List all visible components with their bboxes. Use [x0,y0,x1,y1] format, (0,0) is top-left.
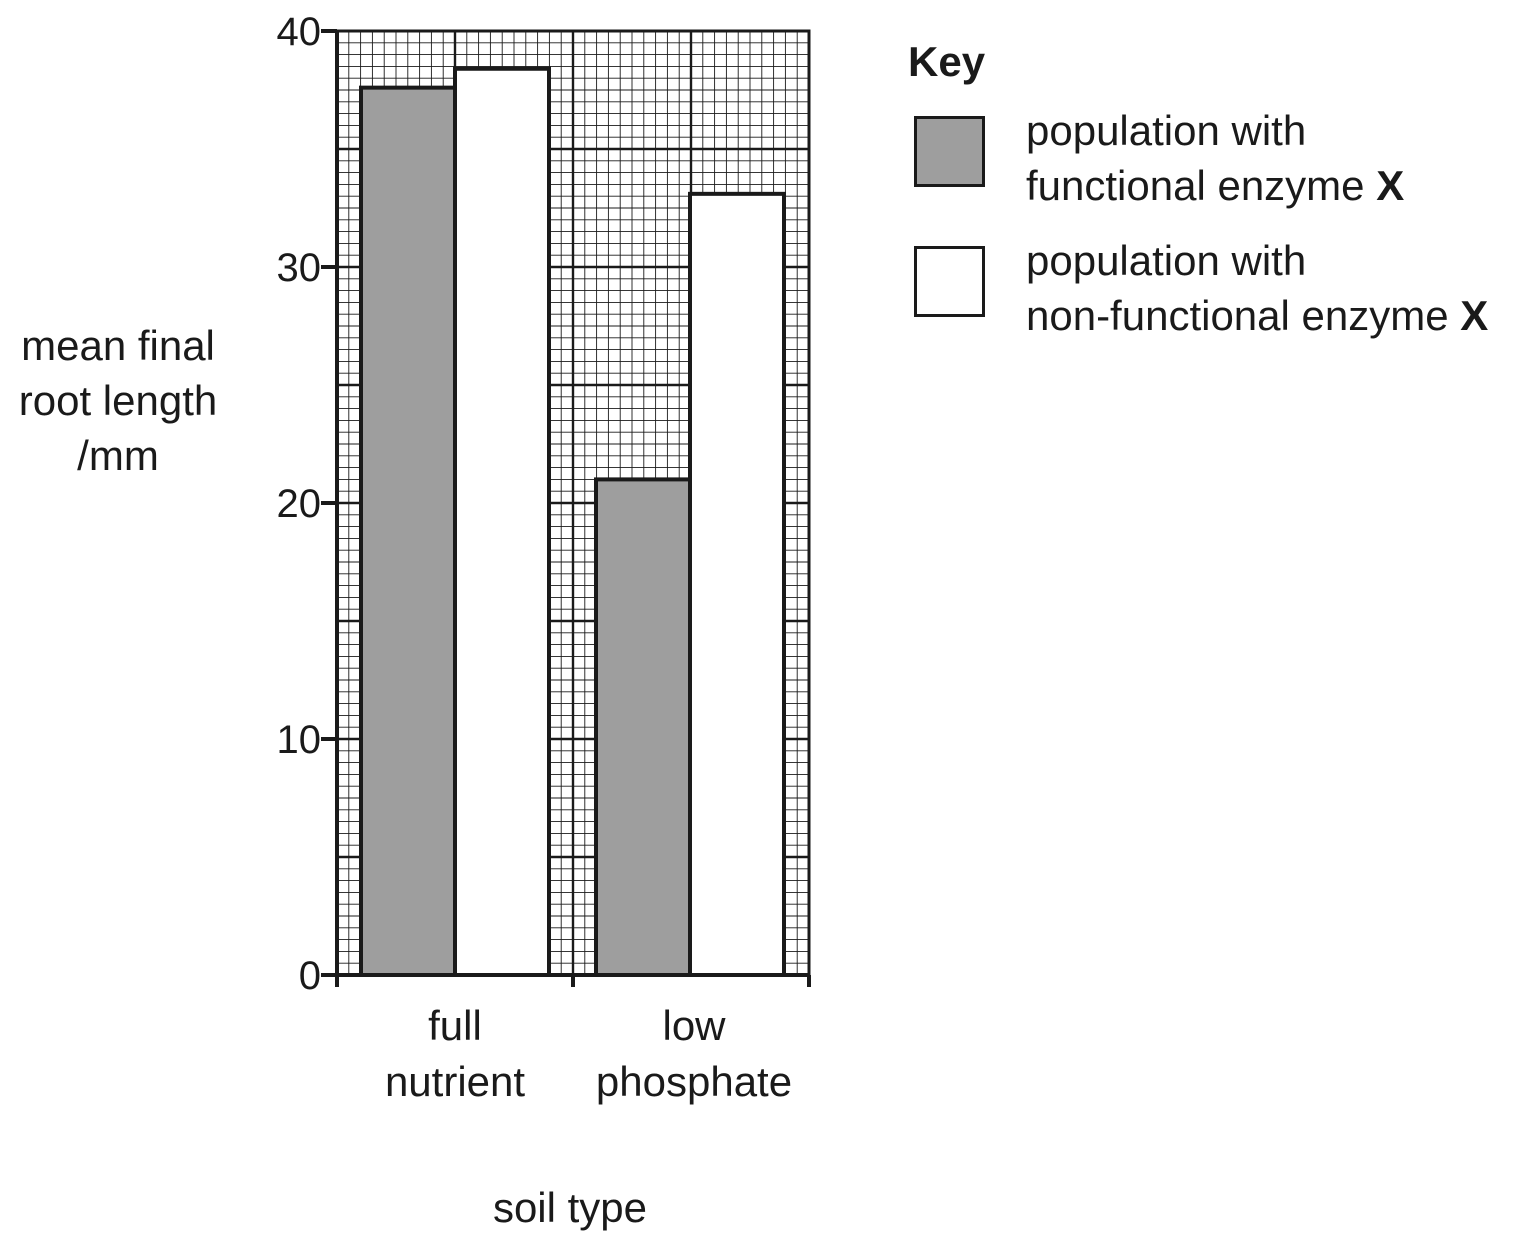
y-tick-labels: 0 10 20 30 40 [277,10,322,998]
category-label-full-nutrient: full nutrient [335,998,575,1110]
legend: Key population with functional enzyme X … [908,38,1538,363]
y-axis-label-line: mean final [21,322,215,369]
y-tick-label: 40 [277,10,322,54]
y-tick-label: 10 [277,718,322,762]
legend-swatch-grey [914,116,985,187]
bars [359,66,786,977]
legend-title: Key [908,38,986,85]
legend-label: population with functional enzyme X [1026,103,1404,213]
y-tick-label: 0 [299,954,321,998]
legend-label: population with non-functional enzyme X [1026,233,1488,343]
bar [359,85,457,977]
category-label-line: nutrient [384,1058,526,1105]
bar [453,66,551,977]
y-tick-label: 30 [277,246,322,290]
category-label-low-phosphate: low phosphate [574,998,814,1110]
x-axis-label: soil type [492,1184,648,1231]
legend-label-line: population with [1026,107,1307,154]
category-label-line: phosphate [595,1058,793,1105]
bar [594,477,692,977]
category-label-line: low [662,1002,726,1049]
axes [321,29,811,987]
legend-label-line: functional enzyme X [1026,158,1404,213]
y-axis-label-line: root length [18,377,218,424]
legend-label-line: population with [1026,237,1307,284]
bar [688,191,786,977]
legend-label-text: non-functional enzyme [1026,292,1461,339]
legend-label-text: functional enzyme [1026,162,1377,209]
legend-item-functional: population with functional enzyme X [908,103,1538,213]
legend-label-bold: X [1460,292,1489,339]
legend-swatch-white [914,246,985,317]
legend-label-line: non-functional enzyme X [1026,288,1488,343]
y-tick-label: 20 [277,482,322,526]
category-label-line: full [428,1002,482,1049]
y-axis-label: mean final root length /mm [0,318,236,483]
legend-item-non-functional: population with non-functional enzyme X [908,233,1538,343]
y-axis-label-line: /mm [77,432,159,479]
legend-label-bold: X [1376,162,1405,209]
